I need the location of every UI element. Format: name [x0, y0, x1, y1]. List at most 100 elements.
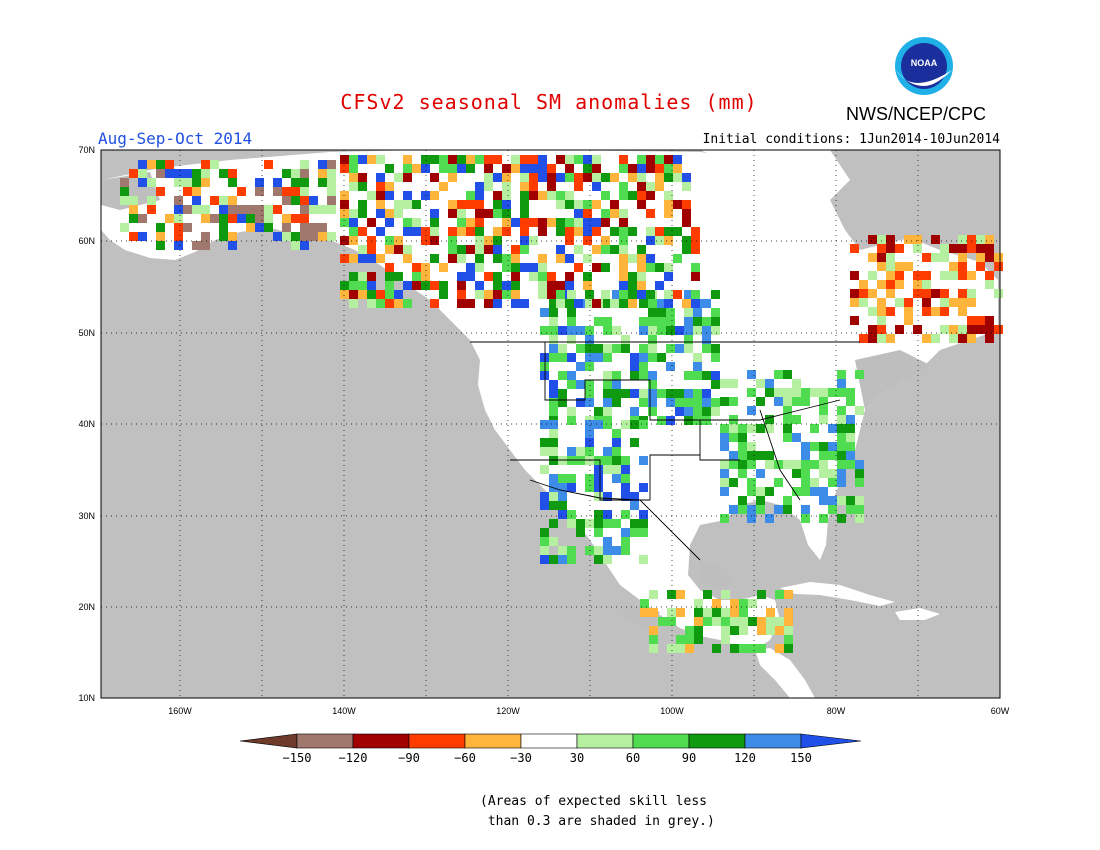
anomaly-cell — [765, 424, 774, 433]
anomaly-cell — [792, 487, 801, 496]
anomaly-cell — [318, 178, 327, 187]
anomaly-cell — [720, 514, 729, 523]
anomaly-cell — [904, 262, 913, 271]
anomaly-cell — [585, 474, 594, 483]
anomaly-cell — [439, 155, 448, 164]
anomaly-cell — [657, 326, 666, 335]
anomaly-cell — [556, 191, 565, 200]
color-legend — [239, 733, 862, 749]
anomaly-cell — [940, 307, 949, 316]
anomaly-cell — [300, 178, 309, 187]
anomaly-cell — [475, 182, 484, 191]
anomaly-cell — [649, 644, 658, 653]
anomaly-cell — [493, 191, 502, 200]
anomaly-cell — [156, 223, 165, 232]
anomaly-cell — [430, 191, 439, 200]
anomaly-cell — [711, 326, 720, 335]
anomaly-cell — [246, 205, 255, 214]
anomaly-cell — [619, 191, 628, 200]
anomaly-cell — [783, 433, 792, 442]
anomaly-cell — [318, 232, 327, 241]
anomaly-cell — [394, 299, 403, 308]
anomaly-cell — [739, 608, 748, 617]
anomaly-cell — [648, 299, 657, 308]
legend-swatch — [352, 733, 410, 749]
anomaly-cell — [520, 155, 529, 164]
anomaly-cell — [940, 253, 949, 262]
anomaly-cell — [886, 253, 895, 262]
anomaly-cell — [904, 235, 913, 244]
anomaly-cell — [585, 447, 594, 456]
anomaly-cell — [664, 263, 673, 272]
anomaly-cell — [664, 272, 673, 281]
anomaly-cell — [711, 317, 720, 326]
anomaly-cell — [448, 236, 457, 245]
anomaly-cell — [648, 317, 657, 326]
anomaly-cell — [630, 420, 639, 429]
anomaly-cell — [801, 397, 810, 406]
anomaly-cell — [766, 617, 775, 626]
anomaly-cell — [639, 362, 648, 371]
anomaly-cell — [511, 218, 520, 227]
anomaly-cell — [639, 353, 648, 362]
anomaly-cell — [639, 528, 648, 537]
anomaly-cell — [985, 334, 994, 343]
anomaly-cell — [174, 178, 183, 187]
anomaly-cell — [549, 429, 558, 438]
anomaly-cell — [567, 519, 576, 528]
anomaly-cell — [585, 456, 594, 465]
anomaly-cell — [300, 187, 309, 196]
anomaly-cell — [621, 335, 630, 344]
anomaly-cell — [466, 191, 475, 200]
anomaly-cell — [639, 317, 648, 326]
anomaly-cell — [318, 223, 327, 232]
anomaly-cell — [747, 424, 756, 433]
anomaly-cell — [784, 617, 793, 626]
anomaly-cell — [385, 299, 394, 308]
anomaly-cell — [585, 344, 594, 353]
anomaly-cell — [219, 232, 228, 241]
anomaly-cell — [237, 214, 246, 223]
anomaly-cell — [684, 326, 693, 335]
anomaly-cell — [574, 209, 583, 218]
anomaly-cell — [502, 164, 511, 173]
anomaly-cell — [156, 232, 165, 241]
anomaly-cell — [585, 420, 594, 429]
anomaly-cell — [412, 227, 421, 236]
anomaly-cell — [484, 299, 493, 308]
anomaly-cell — [612, 456, 621, 465]
anomaly-cell — [192, 169, 201, 178]
anomaly-cell — [529, 263, 538, 272]
anomaly-cell — [940, 289, 949, 298]
anomaly-cell — [574, 218, 583, 227]
anomaly-cell — [547, 182, 556, 191]
anomaly-cell — [673, 254, 682, 263]
anomaly-cell — [931, 235, 940, 244]
anomaly-cell — [192, 187, 201, 196]
anomaly-cell — [666, 326, 675, 335]
anomaly-cell — [931, 253, 940, 262]
anomaly-cell — [547, 272, 556, 281]
anomaly-cell — [574, 299, 583, 308]
anomaly-cell — [667, 644, 676, 653]
anomaly-cell — [828, 478, 837, 487]
anomaly-cell — [558, 546, 567, 555]
anomaly-cell — [684, 290, 693, 299]
anomaly-cell — [282, 223, 291, 232]
anomaly-cell — [922, 289, 931, 298]
anomaly-cell — [676, 635, 685, 644]
anomaly-cell — [712, 617, 721, 626]
anomaly-cell — [457, 272, 466, 281]
anomaly-cell — [639, 519, 648, 528]
anomaly-cell — [367, 236, 376, 245]
anomaly-cell — [565, 254, 574, 263]
anomaly-cell — [603, 380, 612, 389]
anomaly-cell — [264, 223, 273, 232]
anomaly-cell — [619, 290, 628, 299]
anomaly-cell — [511, 164, 520, 173]
anomaly-cell — [931, 334, 940, 343]
anomaly-cell — [567, 317, 576, 326]
anomaly-cell — [484, 155, 493, 164]
anomaly-cell — [567, 416, 576, 425]
anomaly-cell — [484, 245, 493, 254]
